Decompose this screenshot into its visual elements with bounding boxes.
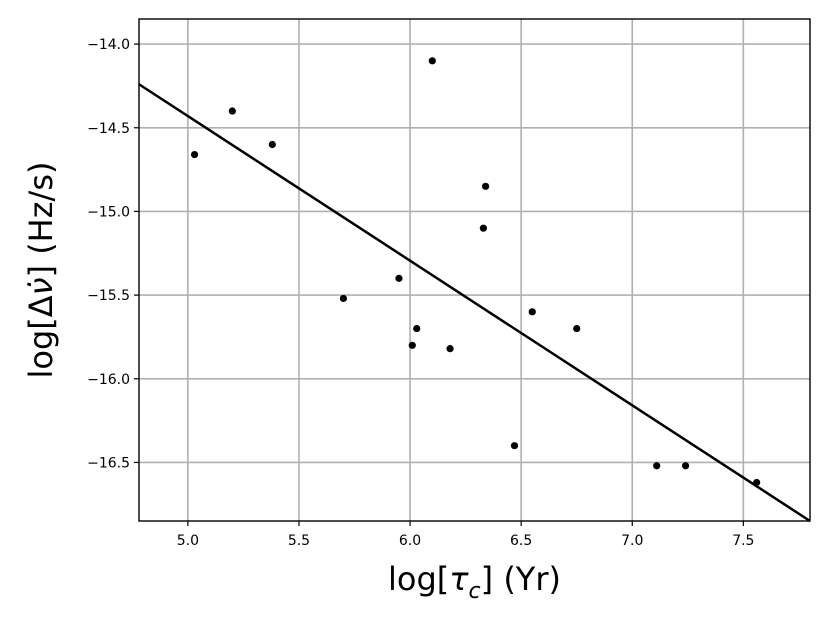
data-point <box>190 150 199 159</box>
fit-line-layer <box>138 83 811 523</box>
y-axis-label: log[Δν̇] (Hz/s) <box>22 162 60 379</box>
y-tick-label: −15.5 <box>87 288 130 304</box>
data-point <box>395 274 403 282</box>
x-axis-ticks: 5.0 5.5 6.0 6.5 7.0 7.5 <box>177 521 754 549</box>
data-point <box>339 294 348 303</box>
x-tick-label: 7.5 <box>732 533 754 549</box>
grid <box>139 19 810 521</box>
data-point <box>413 324 421 333</box>
data-point <box>479 224 487 232</box>
x-tick-label: 7.0 <box>621 533 643 549</box>
data-point <box>482 182 490 190</box>
y-tick-label: −14.5 <box>87 121 130 137</box>
data-point <box>268 140 276 149</box>
x-tick-label: 6.5 <box>510 533 532 549</box>
fit-line <box>138 83 811 523</box>
x-tick-label: 5.0 <box>177 533 199 549</box>
data-point <box>653 462 661 470</box>
data-point <box>408 341 416 349</box>
x-axis-label: log[τc] (Yr) <box>388 560 561 604</box>
data-point <box>753 478 761 487</box>
data-point <box>446 345 454 353</box>
y-tick-label: −16.5 <box>87 455 130 471</box>
x-tick-label: 5.5 <box>288 533 310 549</box>
data-point <box>573 324 581 333</box>
plot-frame <box>138 18 811 522</box>
y-tick-label: −15.0 <box>87 204 130 220</box>
data-point <box>528 308 536 316</box>
data-point <box>228 107 236 115</box>
x-tick-label: 6.0 <box>399 533 421 549</box>
data-point <box>681 462 690 470</box>
y-tick-label: −14.0 <box>87 37 130 53</box>
points-layer <box>190 57 761 487</box>
y-tick-label: −16.0 <box>87 372 130 388</box>
y-axis-ticks: −14.0 −14.5 −15.0 −15.5 −16.0 −16.5 <box>87 37 139 471</box>
data-point <box>428 57 436 65</box>
data-point <box>510 442 519 450</box>
